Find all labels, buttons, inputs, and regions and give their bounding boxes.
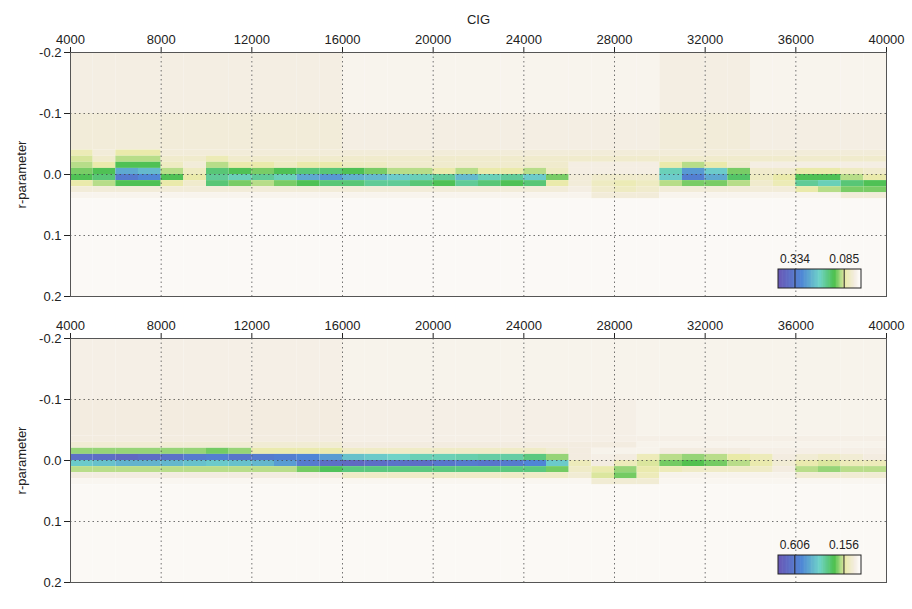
svg-text:32000: 32000 (687, 318, 723, 333)
svg-text:36000: 36000 (778, 32, 814, 47)
svg-text:24000: 24000 (506, 32, 542, 47)
svg-text:0.085: 0.085 (829, 252, 859, 266)
svg-text:0.606: 0.606 (780, 538, 810, 552)
svg-text:40000: 40000 (868, 32, 904, 47)
svg-text:36000: 36000 (778, 318, 814, 333)
svg-text:8000: 8000 (147, 32, 176, 47)
svg-text:0.2: 0.2 (43, 575, 61, 590)
svg-text:24000: 24000 (506, 318, 542, 333)
svg-text:0.334: 0.334 (780, 252, 810, 266)
svg-text:32000: 32000 (687, 32, 723, 47)
svg-text:12000: 12000 (234, 32, 270, 47)
svg-text:-0.2: -0.2 (39, 331, 61, 346)
svg-text:4000: 4000 (56, 317, 85, 333)
svg-text:12000: 12000 (234, 318, 270, 333)
svg-text:0.1: 0.1 (43, 228, 61, 243)
svg-text:0.2: 0.2 (43, 289, 61, 304)
svg-text:20000: 20000 (415, 32, 451, 47)
svg-text:r-parameter: r-parameter (14, 426, 29, 495)
svg-text:20000: 20000 (415, 318, 451, 333)
svg-text:r-parameter: r-parameter (14, 140, 29, 209)
svg-text:-0.1: -0.1 (39, 392, 61, 407)
svg-text:40000: 40000 (868, 318, 904, 333)
svg-text:28000: 28000 (596, 318, 632, 333)
svg-text:0.156: 0.156 (829, 538, 859, 552)
svg-text:16000: 16000 (324, 318, 360, 333)
svg-text:0.0: 0.0 (43, 453, 61, 468)
svg-text:0.1: 0.1 (43, 514, 61, 529)
svg-text:4000: 4000 (56, 31, 85, 47)
svg-text:0.0: 0.0 (43, 167, 61, 182)
svg-text:8000: 8000 (147, 318, 176, 333)
svg-text:-0.1: -0.1 (39, 106, 61, 121)
svg-text:CIG: CIG (467, 12, 490, 27)
svg-text:16000: 16000 (324, 32, 360, 47)
svg-text:-0.2: -0.2 (39, 45, 61, 60)
svg-text:28000: 28000 (596, 32, 632, 47)
